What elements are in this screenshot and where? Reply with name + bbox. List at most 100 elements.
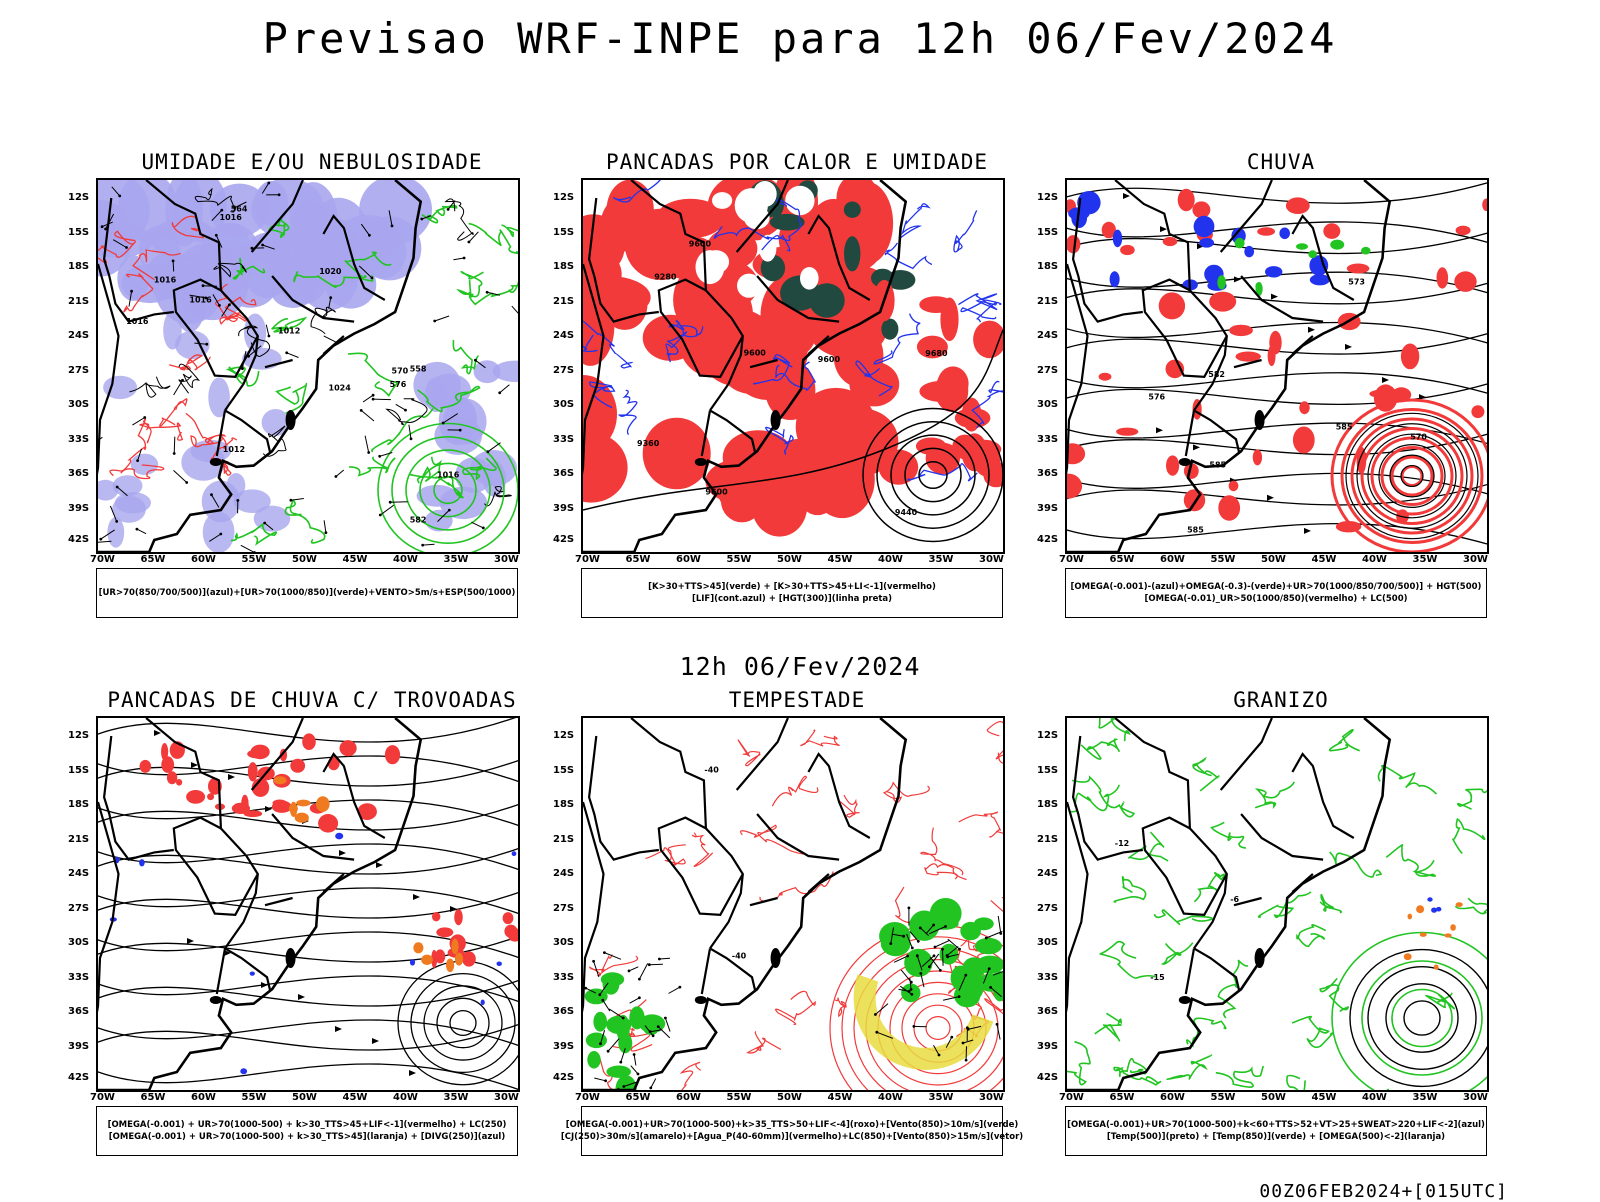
- lat-tick-label: 33S: [1037, 972, 1058, 983]
- contour-label: 1016: [220, 213, 243, 222]
- contour-label: 9440: [895, 508, 918, 517]
- lon-tick-label: 35W: [444, 554, 469, 565]
- lon-tick-label: 55W: [242, 1092, 267, 1103]
- contour-label: 1012: [278, 327, 300, 336]
- lat-tick-label: 36S: [1037, 468, 1058, 479]
- lon-tick-label: 50W: [292, 1092, 317, 1103]
- panel-legend: [OMEGA(-0.001)-(azul)+OMEGA(-0.3)-(verde…: [1065, 568, 1487, 618]
- lat-tick-label: 18S: [553, 799, 574, 810]
- field-shading: [1427, 897, 1441, 912]
- contour-label: 9680: [925, 349, 948, 358]
- lagoon: [771, 410, 781, 430]
- lat-tick-label: 30S: [553, 399, 574, 410]
- lagoon: [210, 996, 222, 1004]
- lon-tick-label: 45W: [1312, 1092, 1337, 1103]
- legend-line: [OMEGA(-0.001) + UR>70(1000-500) + k>30_…: [109, 1131, 505, 1143]
- contour-label: 564: [231, 205, 248, 214]
- lon-tick-label: 40W: [393, 554, 418, 565]
- lon-tick-label: 40W: [1362, 1092, 1387, 1103]
- contour-label: 1012: [223, 445, 245, 454]
- border-line: [1221, 718, 1272, 790]
- lat-tick-label: 42S: [1037, 1072, 1058, 1083]
- lagoon: [695, 996, 707, 1004]
- field-shading: [98, 180, 432, 332]
- lagoon: [1255, 948, 1265, 968]
- lat-tick-label: 27S: [1037, 903, 1058, 914]
- streamlines: [98, 718, 518, 1090]
- lat-tick-label: 21S: [553, 834, 574, 845]
- border-line: [1186, 948, 1194, 994]
- lat-tick-label: 24S: [553, 868, 574, 879]
- panel-title: GRANIZO: [1021, 688, 1541, 712]
- lon-tick-label: 30W: [1463, 1092, 1488, 1103]
- lat-tick-label: 15S: [1037, 765, 1058, 776]
- lon-tick-label: 60W: [1160, 1092, 1185, 1103]
- lagoon: [695, 458, 707, 466]
- lat-tick-label: 36S: [553, 468, 574, 479]
- legend-line: [OMEGA(-0.01)_UR>50(1000/850)(vermelho) …: [1144, 593, 1407, 605]
- lon-tick-label: 45W: [828, 1092, 853, 1103]
- lat-tick-label: 30S: [1037, 399, 1058, 410]
- border-line: [589, 736, 659, 860]
- lat-tick-label: 39S: [68, 1041, 89, 1052]
- lat-tick-label: 36S: [553, 1006, 574, 1017]
- lat-tick-label: 33S: [68, 434, 89, 445]
- legend-line: [LIF](cont.azul) + [HGT(300)](linha pret…: [692, 593, 892, 605]
- contour-label: -6: [1230, 895, 1239, 904]
- lon-tick-label: 50W: [1261, 554, 1286, 565]
- border-line: [1292, 336, 1313, 354]
- contour-label: -40: [704, 766, 719, 775]
- lat-tick-label: 33S: [68, 972, 89, 983]
- panel-legend: [OMEGA(-0.001) + UR>70(1000-500) + k>30_…: [96, 1106, 518, 1156]
- lat-tick-label: 21S: [68, 296, 89, 307]
- lat-tick-label: 18S: [68, 799, 89, 810]
- border-line: [1194, 948, 1239, 990]
- lon-tick-label: 55W: [727, 1092, 752, 1103]
- contour-label: 9600: [818, 355, 841, 364]
- contour-label: 585: [1209, 461, 1226, 470]
- lon-tick-label: 45W: [343, 554, 368, 565]
- border-line: [1221, 180, 1272, 252]
- lon-tick-label: 70W: [575, 554, 600, 565]
- border-line: [1186, 410, 1194, 456]
- lat-tick-label: 24S: [1037, 330, 1058, 341]
- lat-tick-label: 39S: [1037, 503, 1058, 514]
- lon-tick-label: 65W: [1110, 1092, 1135, 1103]
- contour-label: -40: [732, 951, 747, 960]
- lat-tick-label: 30S: [68, 399, 89, 410]
- lon-tick-label: 35W: [1413, 1092, 1438, 1103]
- map-canvas: [98, 718, 518, 1090]
- contour-label: 1016: [154, 276, 177, 285]
- lat-tick-label: 15S: [553, 227, 574, 238]
- lon-tick-label: 55W: [1211, 554, 1236, 565]
- lon-tick-label: 35W: [1413, 554, 1438, 565]
- lagoon: [286, 410, 296, 430]
- field-shading: [1067, 189, 1487, 533]
- contour-label: 1020: [319, 267, 342, 276]
- legend-line: [OMEGA(-0.001) + UR>70(1000-500) + k>30_…: [108, 1119, 507, 1131]
- lat-tick-label: 21S: [68, 834, 89, 845]
- lon-tick-label: 35W: [929, 554, 954, 565]
- lon-tick-label: 30W: [979, 1092, 1004, 1103]
- lat-tick-label: 15S: [68, 227, 89, 238]
- map-area: -6-12-15: [1065, 716, 1489, 1092]
- lon-tick-label: 30W: [1463, 554, 1488, 565]
- map-area: [96, 716, 520, 1092]
- lat-tick-label: 27S: [1037, 365, 1058, 376]
- border-line: [702, 948, 710, 994]
- panel-legend: [K>30+TTS>45](verde) + [K>30+TTS>45+LI<-…: [581, 568, 1003, 618]
- lat-tick-label: 42S: [1037, 534, 1058, 545]
- lon-tick-label: 30W: [494, 1092, 519, 1103]
- lon-tick-label: 50W: [1261, 1092, 1286, 1103]
- run-timestamp: 00Z06FEB2024+[015UTC]: [1259, 1181, 1508, 1202]
- lat-tick-label: 21S: [1037, 834, 1058, 845]
- contour-label: 582: [1208, 370, 1225, 379]
- lat-tick-label: 15S: [553, 765, 574, 776]
- forecast-time-label: 12h 06/Fev/2024: [0, 652, 1600, 681]
